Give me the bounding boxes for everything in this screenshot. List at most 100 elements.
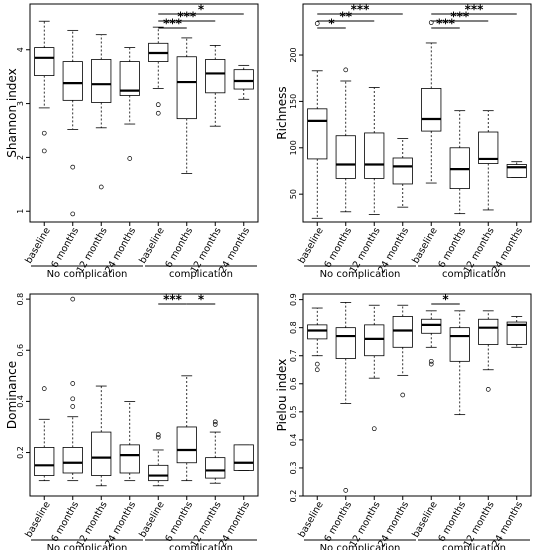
x-tick-label: 6 months (49, 500, 81, 544)
significance-label: * (442, 293, 449, 307)
outlier-point (428, 361, 434, 367)
box-4 (421, 20, 442, 184)
x-tick-label: baseline (410, 226, 439, 266)
box-3 (392, 138, 413, 208)
outlier-point (70, 211, 76, 217)
y-tick-label: 0.5 (289, 405, 298, 418)
iqr-box (364, 132, 385, 179)
y-axis-label: Dominance (5, 361, 19, 429)
y-tick-label: 0.8 (16, 293, 25, 306)
y-tick-label: 2 (16, 155, 25, 160)
iqr-box (335, 327, 356, 359)
box-3 (392, 304, 413, 398)
outlier-point (155, 110, 161, 116)
y-tick-label: 0.9 (289, 293, 298, 306)
x-tick-label: baseline (296, 226, 325, 266)
y-tick-label: 0.2 (16, 446, 25, 459)
iqr-box (449, 327, 470, 362)
significance-label: *** (465, 3, 485, 17)
y-tick-label: 0.8 (289, 321, 298, 334)
box-6 (478, 110, 499, 211)
box-6 (205, 419, 226, 484)
iqr-box (506, 321, 527, 345)
y-tick-label: 50 (289, 189, 298, 199)
box-7 (506, 161, 527, 178)
x-tick-label: 6 months (436, 500, 468, 544)
y-axis-label: Richness (275, 86, 289, 139)
outlier-point (70, 404, 76, 409)
x-tick-label: 6 months (322, 226, 354, 270)
significance-label: * (328, 17, 335, 31)
iqr-box (307, 324, 328, 340)
box-2 (91, 385, 112, 487)
outlier-point (41, 386, 47, 391)
plot-frame (29, 293, 259, 497)
outlier-point (70, 164, 76, 170)
x-tick-label: 6 months (49, 226, 81, 270)
outlier-point (127, 156, 133, 161)
iqr-box (233, 444, 254, 471)
y-tick-label: 100 (289, 140, 298, 155)
iqr-box (335, 135, 356, 179)
outlier-point (371, 426, 377, 432)
box-5 (449, 110, 470, 215)
y-tick-label: 0.4 (16, 395, 25, 408)
box-7 (233, 64, 254, 100)
y-tick-label: 0.2 (289, 490, 298, 503)
y-axis-label: Shannon index (5, 68, 19, 157)
iqr-box (176, 56, 197, 120)
box-1 (62, 29, 83, 217)
y-axis-label: Pielou index (275, 359, 289, 432)
iqr-box (176, 426, 197, 464)
y-tick-label: 0.6 (289, 377, 298, 390)
plot-frame (302, 3, 532, 223)
box-3 (119, 400, 140, 482)
group-label: complication (169, 269, 233, 280)
box-4 (421, 310, 442, 367)
y-tick-label: 150 (289, 94, 298, 109)
outlier-point (485, 387, 491, 392)
box-0 (307, 21, 328, 219)
outlier-point (343, 67, 349, 73)
significance-label: ** (339, 10, 352, 24)
iqr-box (34, 447, 55, 476)
outlier-point (314, 367, 320, 373)
outlier-point (155, 102, 161, 108)
outlier-point (98, 184, 104, 190)
group-label: complication (442, 269, 506, 280)
significance-label: *** (450, 10, 470, 24)
significance-label: *** (351, 3, 371, 17)
significance-label: *** (163, 17, 183, 31)
iqr-box (34, 47, 55, 76)
group-label: No complication (320, 543, 401, 550)
x-tick-label: baseline (296, 500, 325, 540)
iqr-box (62, 447, 83, 474)
significance-label: * (198, 293, 205, 307)
group-label: complication (442, 543, 506, 550)
outlier-point (70, 296, 76, 302)
y-tick-label: 0.4 (289, 434, 298, 447)
outlier-point (314, 361, 320, 367)
group-label: No complication (47, 269, 128, 280)
y-tick-label: 0.7 (289, 349, 298, 362)
group-label: complication (169, 543, 233, 550)
panel-pielou: 0.2 0.3 0.4 0.5 0.6 0.7 0.8 0.9 Pielou index base… (275, 293, 532, 550)
iqr-box (307, 108, 328, 160)
outlier-point (400, 392, 406, 398)
significance-label: * (198, 3, 205, 17)
outlier-point (41, 130, 47, 136)
box-1 (62, 296, 83, 482)
outlier-point (212, 422, 218, 427)
outlier-point (212, 419, 218, 425)
box-5 (449, 310, 470, 416)
x-tick-label: baseline (23, 226, 52, 266)
iqr-box (119, 61, 140, 96)
x-tick-label: baseline (137, 500, 166, 540)
iqr-box (392, 157, 413, 185)
iqr-box (205, 59, 226, 94)
iqr-box (478, 131, 499, 164)
